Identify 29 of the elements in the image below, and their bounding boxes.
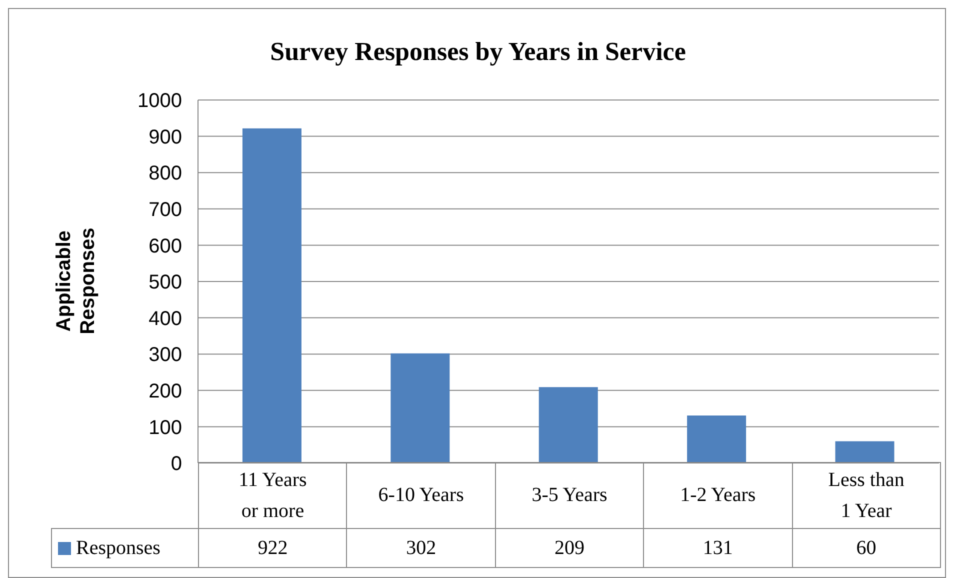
x-tick-label: 1-2 Years xyxy=(643,462,793,529)
data-label: 209 xyxy=(494,528,644,568)
y-tick-label: 400 xyxy=(148,308,182,330)
y-tick-label: 700 xyxy=(148,199,182,221)
y-tick-label: 200 xyxy=(148,380,182,402)
bar xyxy=(390,353,450,463)
data-label: 131 xyxy=(643,528,793,568)
y-tick-label: 800 xyxy=(148,162,182,185)
y-tick-label: 300 xyxy=(148,344,182,366)
y-axis-title: Applicable Responses xyxy=(52,226,100,336)
bar xyxy=(835,441,894,463)
x-tick-label: 11 Years or more xyxy=(198,462,348,529)
x-tick-label: Less than 1 Year xyxy=(792,462,941,529)
y-tick-label: 600 xyxy=(148,235,182,258)
legend-label: Responses xyxy=(51,528,199,568)
y-tick-label: 500 xyxy=(148,272,182,294)
data-label: 302 xyxy=(346,528,496,568)
bar xyxy=(242,128,302,463)
bar xyxy=(687,415,746,463)
y-tick-label: 1000 xyxy=(138,90,182,112)
data-label: 60 xyxy=(792,528,941,568)
x-tick-label: 6-10 Years xyxy=(346,462,496,529)
bar xyxy=(538,387,598,463)
data-label: 922 xyxy=(198,528,348,568)
y-tick-label: 100 xyxy=(148,416,182,439)
chart-title: Survey Responses by Years in Service xyxy=(269,37,687,67)
y-tick-label: 900 xyxy=(148,126,182,148)
y-tick-label: 0 xyxy=(170,453,182,476)
x-tick-label: 3-5 Years xyxy=(494,462,644,529)
